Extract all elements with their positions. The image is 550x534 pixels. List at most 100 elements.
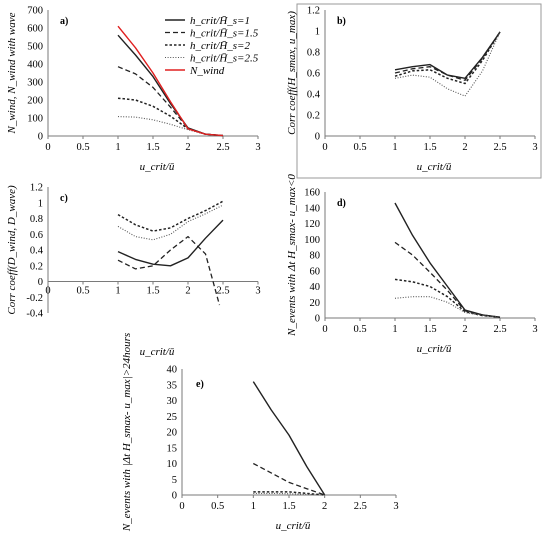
panel-label: e) <box>196 379 204 390</box>
legend: h_crit/H̄_s=1h_crit/H̄_s=1.5h_crit/H̄_s=… <box>165 15 259 77</box>
y-tick-label: 0.4 <box>307 90 321 101</box>
chart-panel-c: 0 0.5 1 1.5 2 2.5 3-0.4-0.200.20.40.60.811.2c)… <box>6 183 261 359</box>
x-tick-label: 1 <box>115 286 120 297</box>
y-tick-label: 40 <box>310 282 321 293</box>
y-tick-label: 10 <box>167 459 178 470</box>
y-tick-label: 0.8 <box>307 48 320 59</box>
x-tick-label: 2 <box>462 142 467 153</box>
x-axis-label: u_crit/ū <box>140 161 175 173</box>
chart-panel-b: 0 0.5 1 1.5 2 2.5 3 0 0.2 0.4 0.6 0.8 1 1.2 b) u_crit/ū… <box>286 3 542 179</box>
series-line-1 <box>252 381 326 496</box>
x-tick-label: 3 <box>255 142 260 153</box>
y-tick-label: 100 <box>304 235 320 246</box>
legend-label: h_crit/H̄_s=1 <box>190 15 250 27</box>
y-tick-label: 30 <box>167 396 178 407</box>
x-tick-label: 2.5 <box>216 142 229 153</box>
y-tick-label: -0.2 <box>26 293 43 304</box>
y-tick-label: 80 <box>310 251 321 262</box>
x-tick-label: 2 <box>185 142 190 153</box>
y-tick-label: 60 <box>310 266 321 277</box>
y-tick-label: 140 <box>304 203 320 214</box>
x-tick-label: 0 <box>45 286 50 297</box>
legend-label: h_crit/H̄_s=2 <box>190 40 250 52</box>
y-tick-label: 0 <box>172 491 177 502</box>
y-tick-label: 20 <box>167 428 178 439</box>
series-line-5 <box>117 25 224 137</box>
y-tick-label: 0.6 <box>307 69 320 80</box>
x-tick-label: 0 <box>45 142 50 153</box>
chart-panel-d: 0 0.5 1 1.5 2 2.5 3 0 20 40 60 80 100 120 140 160 d) u_cr… <box>286 174 538 355</box>
x-axis-label: u_crit/ū <box>417 161 452 173</box>
x-tick-label: 0 <box>179 501 184 512</box>
x-tick-label: 2.5 <box>354 501 367 512</box>
x-tick-label: 2.5 <box>493 324 506 335</box>
legend-label: N_wind <box>189 65 225 77</box>
x-tick-label: 0.5 <box>353 324 366 335</box>
y-tick-label: 40 <box>167 365 178 376</box>
y-tick-label: 1.2 <box>30 183 43 194</box>
x-tick-label: 2 <box>462 324 467 335</box>
y-tick-label: 200 <box>27 96 43 107</box>
series-line-2 <box>252 462 325 496</box>
x-tick-label: 3 <box>532 142 537 153</box>
y-tick-label: 0.2 <box>30 261 43 272</box>
x-tick-label: 1 <box>115 142 120 153</box>
y-axis-label: Corr coeff(D_wind, D_wave) <box>6 185 18 315</box>
y-tick-label: 100 <box>27 114 43 125</box>
panel-label: c) <box>60 193 68 204</box>
y-tick-label: 25 <box>167 412 178 423</box>
y-tick-label: 5 <box>172 475 177 486</box>
x-tick-label: 3 <box>393 501 398 512</box>
y-axis-label: N_events with Δt H_smax- u_max<0 <box>286 174 298 337</box>
x-tick-label: 1.5 <box>423 324 436 335</box>
y-tick-label: 700 <box>27 6 43 17</box>
panel-label: b) <box>337 16 346 27</box>
y-tick-label: 160 <box>304 188 320 199</box>
chart-panel-a: 0 0.5 1 1.5 2 2.5 3 0 100 200 300 400 500 600 700 a) u_c… <box>6 6 261 174</box>
x-tick-label: 0 <box>322 142 327 153</box>
x-axis-label: u_crit/ū <box>276 520 311 532</box>
series-line-1 <box>117 219 224 267</box>
x-tick-label: 1.5 <box>423 142 436 153</box>
x-tick-label: 1 <box>251 501 256 512</box>
y-tick-label: 0 <box>315 132 320 143</box>
y-tick-label: 0.8 <box>30 214 43 225</box>
series-line-3 <box>253 491 325 496</box>
y-tick-label: 1.2 <box>307 6 320 17</box>
panel-frame <box>296 3 542 179</box>
x-tick-label: 1 <box>392 142 397 153</box>
x-tick-label: 1.5 <box>146 142 159 153</box>
x-tick-label: 1.5 <box>282 501 295 512</box>
x-tick-label: 2.5 <box>493 142 506 153</box>
x-tick-label: 3 <box>532 324 537 335</box>
x-tick-label: 2.5 <box>216 286 229 297</box>
y-tick-label: 0 <box>38 277 43 288</box>
y-tick-label: 15 <box>167 443 178 454</box>
y-tick-label: 500 <box>27 42 43 53</box>
x-tick-label: 0.5 <box>76 286 89 297</box>
y-tick-label: 0.2 <box>307 111 320 122</box>
y-tick-label: -0.4 <box>26 309 43 320</box>
series-line-1 <box>394 202 501 318</box>
chart-panel-e: 0 0.5 1 1.5 2 2.5 30510152025303540e)u_crit/ūN… <box>121 333 399 532</box>
series-line-3 <box>117 200 224 232</box>
y-tick-label: 600 <box>27 24 43 35</box>
series-line-4 <box>394 296 501 318</box>
y-tick-label: 0.4 <box>30 246 44 257</box>
x-axis-label: u_crit/ū <box>140 346 175 358</box>
y-tick-label: 400 <box>27 60 43 71</box>
y-tick-label: 0 <box>38 132 43 143</box>
series-line-2 <box>117 235 221 306</box>
y-axis-label: N_events with |Δt H_smax- u_max|>24hours <box>121 333 133 532</box>
y-axis-label: Corr coeff(H_smax, u_max) <box>286 11 298 135</box>
y-tick-label: 1 <box>315 27 320 38</box>
series-line-4 <box>117 116 224 137</box>
x-tick-label: 3 <box>255 286 260 297</box>
panel-label: d) <box>337 198 346 209</box>
x-axis-label: u_crit/ū <box>417 343 452 355</box>
x-tick-label: 1 <box>392 324 397 335</box>
y-tick-label: 0 <box>315 314 320 325</box>
legend-label: h_crit/H̄_s=2.5 <box>190 53 259 65</box>
series-line-4 <box>117 204 224 241</box>
